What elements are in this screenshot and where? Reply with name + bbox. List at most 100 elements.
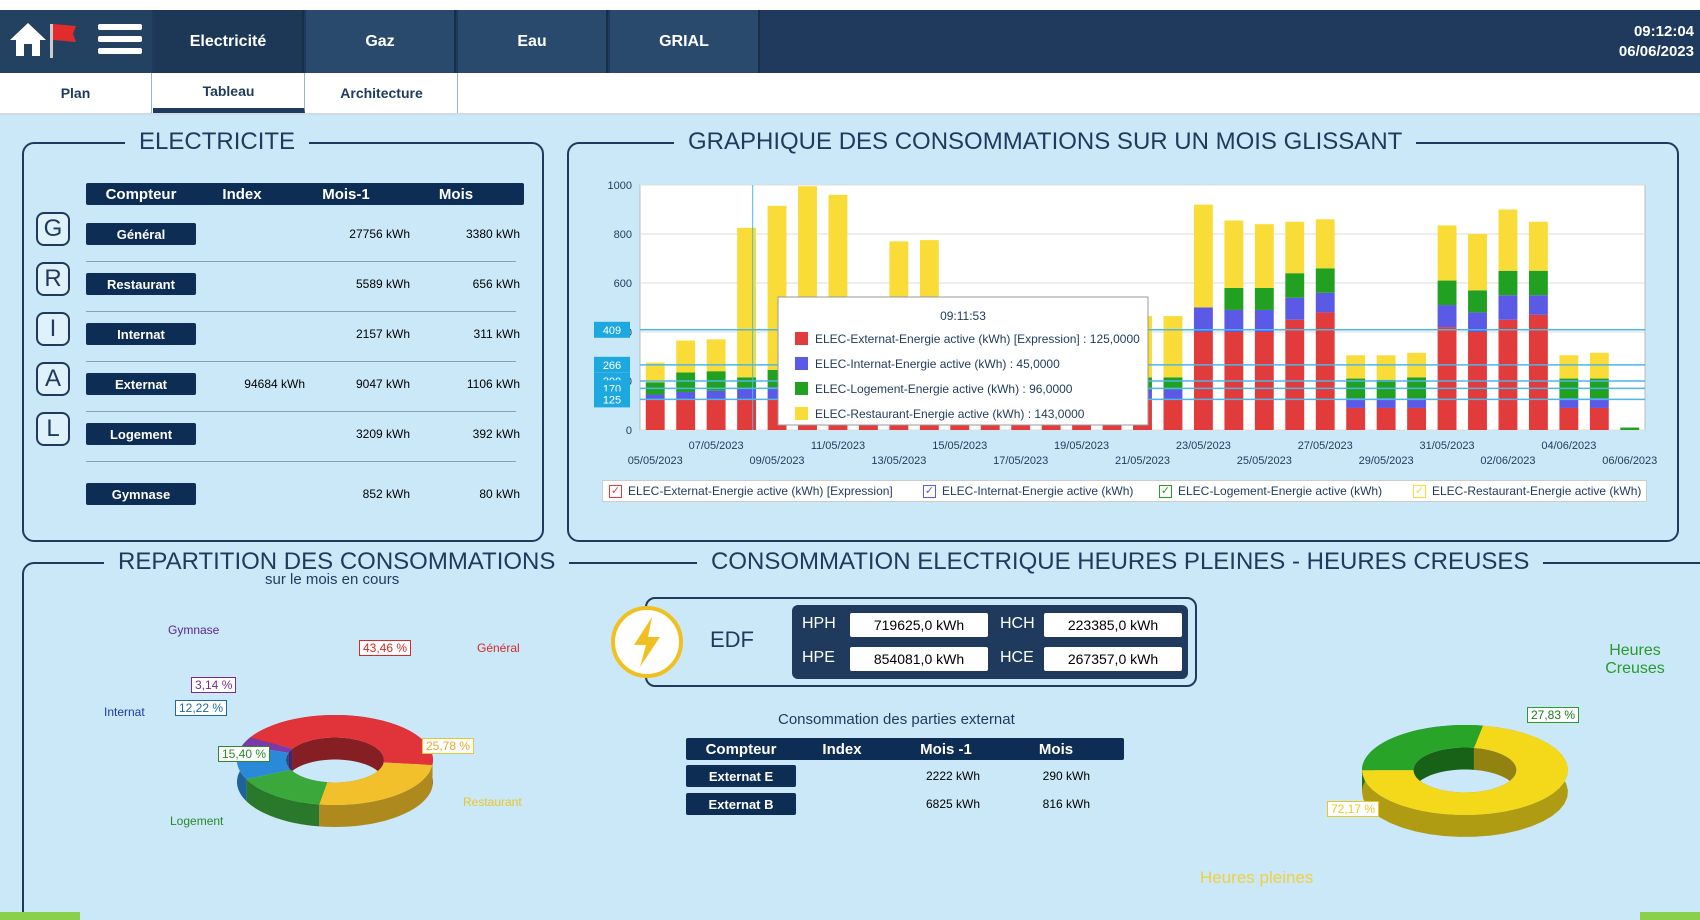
hphc-title: CONSOMMATION ELECTRIQUE HEURES PLEINES -… — [697, 548, 1544, 576]
bar-restaurant-19[interactable] — [1224, 220, 1244, 288]
meter-separator-4 — [86, 461, 516, 462]
bar-externat-3[interactable] — [737, 399, 757, 430]
meter-button-0[interactable]: Général — [86, 223, 196, 245]
hphc-slice-1[interactable] — [1362, 725, 1483, 771]
tab-electricite[interactable]: Electricité — [154, 10, 304, 73]
bar-restaurant-18[interactable] — [1193, 204, 1213, 308]
bar-logement-3[interactable] — [737, 377, 757, 389]
legend-checkbox-2[interactable]: ✓ — [1159, 484, 1172, 498]
bar-restaurant-3[interactable] — [737, 227, 757, 378]
bar-logement-19[interactable] — [1224, 287, 1244, 310]
bar-externat-31[interactable] — [1589, 407, 1609, 430]
hphc-slice-0[interactable] — [1362, 725, 1568, 815]
bar-logement-20[interactable] — [1254, 287, 1274, 310]
bar-logement-26[interactable] — [1437, 280, 1457, 306]
subtab-architecture[interactable]: Architecture — [306, 73, 458, 113]
bar-restaurant-27[interactable] — [1468, 234, 1487, 291]
bar-internat-21[interactable] — [1285, 297, 1305, 320]
externat-b-button[interactable]: Externat B — [686, 793, 796, 815]
legend-item-0[interactable]: ✓ ELEC-Externat-Energie active (kWh) [Exp… — [609, 484, 893, 498]
tab-gaz[interactable]: Gaz — [306, 10, 456, 73]
bar-restaurant-23[interactable] — [1346, 355, 1366, 379]
meter-button-5[interactable]: Gymnase — [86, 483, 196, 505]
flag-icon[interactable] — [46, 20, 78, 60]
legend-item-3[interactable]: ✓ ELEC-Restaurant-Energie active (kWh) — [1413, 484, 1641, 498]
bar-externat-29[interactable] — [1528, 314, 1548, 430]
bar-logement-28[interactable] — [1498, 270, 1518, 296]
meter-button-2[interactable]: Internat — [86, 323, 196, 345]
col-compteur: Compteur — [105, 185, 177, 203]
bar-restaurant-17[interactable] — [1163, 316, 1183, 378]
subtab-tableau[interactable]: Tableau — [153, 73, 305, 113]
subtab-plan[interactable]: Plan — [0, 73, 152, 113]
bar-internat-1[interactable] — [676, 392, 696, 400]
repartition-slice-0[interactable] — [250, 715, 433, 766]
meter-button-4[interactable]: Logement — [86, 423, 196, 445]
legend-checkbox-1[interactable]: ✓ — [923, 484, 936, 498]
bar-restaurant-28[interactable] — [1498, 209, 1518, 271]
bar-restaurant-1[interactable] — [676, 340, 696, 373]
bar-restaurant-30[interactable] — [1559, 355, 1579, 379]
bar-internat-20[interactable] — [1254, 309, 1274, 332]
bar-internat-25[interactable] — [1407, 398, 1427, 408]
bar-internat-28[interactable] — [1498, 295, 1518, 320]
bar-restaurant-0[interactable] — [645, 362, 665, 383]
repartition-slice-4[interactable] — [242, 737, 293, 753]
bar-externat-17[interactable] — [1163, 399, 1183, 430]
meter-button-3[interactable]: Externat — [86, 373, 196, 395]
bar-internat-30[interactable] — [1559, 398, 1579, 408]
legend-checkbox-3[interactable]: ✓ — [1413, 484, 1426, 498]
bar-internat-27[interactable] — [1468, 312, 1487, 332]
bar-externat-22[interactable] — [1315, 312, 1335, 430]
bar-logement-32[interactable] — [1620, 427, 1640, 430]
repartition-slice-1[interactable] — [319, 762, 433, 805]
bar-restaurant-29[interactable] — [1528, 221, 1548, 271]
bar-restaurant-26[interactable] — [1437, 225, 1457, 281]
legend-label-0: ELEC-Externat-Energie active (kWh) [Expr… — [628, 484, 893, 498]
bar-restaurant-2[interactable] — [706, 339, 726, 372]
bar-internat-19[interactable] — [1224, 309, 1244, 332]
externat-e-button[interactable]: Externat E — [686, 765, 796, 787]
tab-grial[interactable]: GRIAL — [610, 10, 760, 73]
bar-logement-29[interactable] — [1528, 270, 1548, 296]
bar-internat-23[interactable] — [1346, 398, 1366, 408]
bar-externat-24[interactable] — [1376, 407, 1396, 430]
bar-logement-27[interactable] — [1468, 290, 1487, 313]
bar-externat-2[interactable] — [706, 399, 726, 430]
bar-externat-28[interactable] — [1498, 319, 1518, 430]
menu-icon[interactable] — [98, 24, 142, 58]
bar-externat-30[interactable] — [1559, 407, 1579, 430]
bar-internat-3[interactable] — [737, 388, 757, 400]
bar-internat-31[interactable] — [1589, 398, 1609, 408]
tab-eau[interactable]: Eau — [458, 10, 608, 73]
bar-internat-26[interactable] — [1437, 305, 1457, 328]
bar-restaurant-22[interactable] — [1315, 219, 1335, 269]
bar-internat-29[interactable] — [1528, 295, 1548, 315]
bar-externat-26[interactable] — [1437, 327, 1457, 430]
bar-externat-23[interactable] — [1346, 407, 1366, 430]
bar-internat-24[interactable] — [1376, 398, 1396, 408]
legend-item-2[interactable]: ✓ ELEC-Logement-Energie active (kWh) — [1159, 484, 1382, 498]
bar-internat-22[interactable] — [1315, 292, 1335, 313]
bar-logement-21[interactable] — [1285, 273, 1305, 298]
bar-externat-25[interactable] — [1407, 407, 1427, 430]
bar-logement-22[interactable] — [1315, 268, 1335, 293]
meter-button-1[interactable]: Restaurant — [86, 273, 196, 295]
legend-item-1[interactable]: ✓ ELEC-Internat-Energie active (kWh) — [923, 484, 1133, 498]
bar-internat-2[interactable] — [706, 390, 726, 400]
bar-restaurant-24[interactable] — [1376, 355, 1396, 380]
repartition-donut — [237, 715, 433, 827]
bar-externat-1[interactable] — [676, 399, 696, 430]
bar-restaurant-20[interactable] — [1254, 224, 1274, 288]
legend-checkbox-0[interactable]: ✓ — [609, 484, 622, 498]
bar-internat-0[interactable] — [645, 394, 665, 400]
repartition-slice-2[interactable] — [246, 769, 328, 805]
bar-internat-17[interactable] — [1163, 389, 1183, 400]
bar-logement-1[interactable] — [676, 372, 696, 393]
bar-externat-21[interactable] — [1285, 319, 1305, 430]
bar-restaurant-21[interactable] — [1285, 221, 1305, 274]
home-icon[interactable] — [8, 20, 48, 60]
bar-internat-18[interactable] — [1193, 307, 1213, 333]
bar-externat-0[interactable] — [645, 399, 665, 430]
bar-restaurant-31[interactable] — [1589, 352, 1609, 379]
